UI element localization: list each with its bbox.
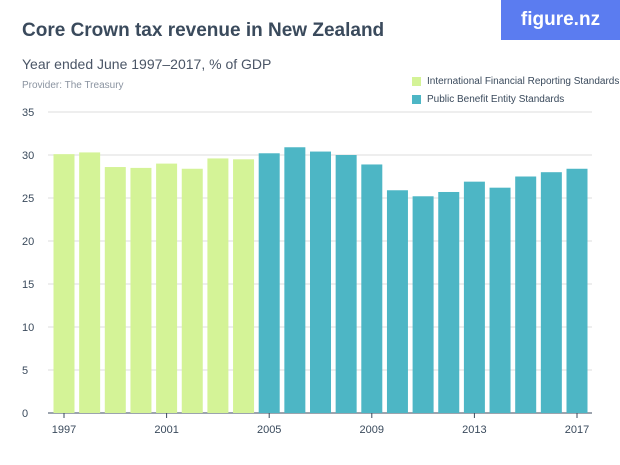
legend-label: Public Benefit Entity Standards <box>427 93 565 105</box>
legend-swatch <box>412 94 421 104</box>
x-tick-label: 2005 <box>257 424 281 436</box>
bar-2011 <box>412 196 434 413</box>
y-tick-label: 10 <box>22 322 34 334</box>
bar-1998 <box>79 152 101 414</box>
figure-nz-logo[interactable]: figure.nz <box>501 0 620 40</box>
bar-2016 <box>540 172 562 413</box>
bar-1999 <box>104 167 126 413</box>
bar-2001 <box>156 163 178 413</box>
bar-2002 <box>181 168 203 413</box>
legend-item-pbe: Public Benefit Entity Standards <box>412 90 619 108</box>
bar-2009 <box>361 164 383 413</box>
bar-2005 <box>258 153 280 413</box>
legend-item-ifrs: International Financial Reporting Standa… <box>412 72 619 90</box>
x-tick-label: 2017 <box>565 424 589 436</box>
legend: International Financial Reporting Standa… <box>412 72 619 108</box>
x-tick-label: 2013 <box>462 424 486 436</box>
y-tick-label: 0 <box>22 408 28 420</box>
x-tick-label: 2001 <box>154 424 178 436</box>
chart-title: Core Crown tax revenue in New Zealand <box>22 20 385 41</box>
bar-2014 <box>489 187 511 413</box>
bar-2003 <box>207 158 229 413</box>
bar-2007 <box>310 151 331 413</box>
bar-2006 <box>284 147 306 413</box>
y-tick-label: 20 <box>22 236 34 248</box>
legend-label: International Financial Reporting Standa… <box>427 75 620 87</box>
y-tick-label: 30 <box>22 150 34 162</box>
legend-swatch <box>412 76 421 86</box>
y-tick-label: 35 <box>22 107 34 119</box>
y-tick-label: 25 <box>22 193 34 205</box>
bar-2012 <box>438 191 460 413</box>
bar-2010 <box>386 190 408 413</box>
bar-2000 <box>130 167 152 413</box>
bar-2017 <box>566 168 588 413</box>
y-tick-label: 15 <box>22 279 34 291</box>
chart-subtitle: Year ended June 1997–2017, % of GDP <box>22 56 272 72</box>
bar-1997 <box>53 154 75 413</box>
bar-2008 <box>335 155 357 413</box>
x-tick-label: 1997 <box>52 424 76 436</box>
x-tick-label: 2009 <box>360 424 384 436</box>
provider-label: Provider: The Treasury <box>22 80 124 91</box>
y-tick-label: 5 <box>22 365 28 377</box>
bar-2004 <box>233 159 255 413</box>
bar-2013 <box>463 181 485 413</box>
bar-2015 <box>515 176 537 413</box>
